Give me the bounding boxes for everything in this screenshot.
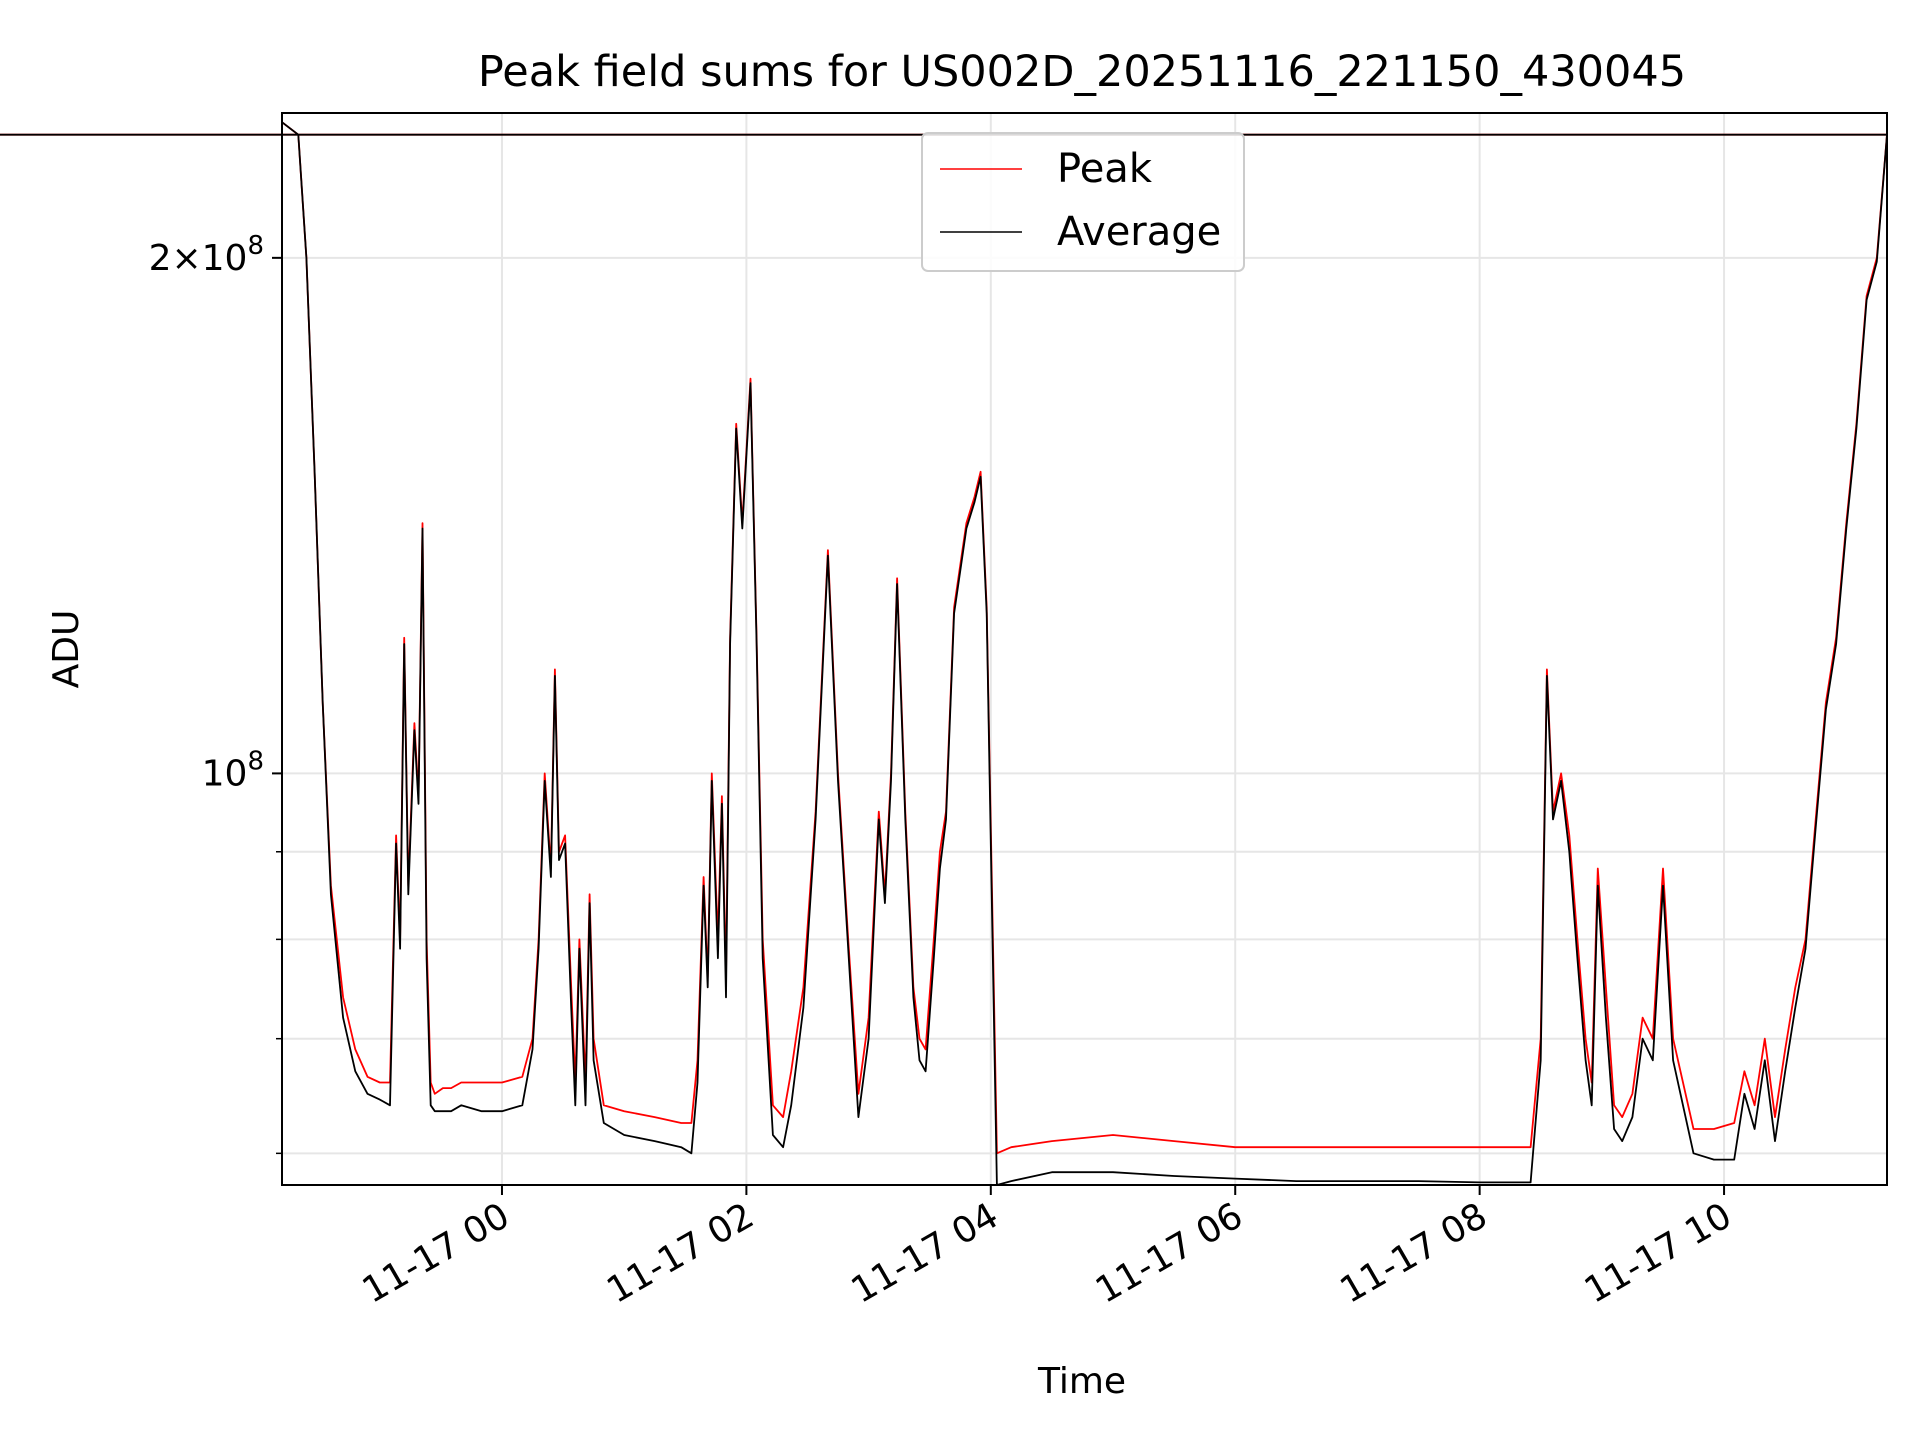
legend-box (921, 132, 1245, 272)
y-tick-label: 108 (202, 746, 264, 794)
legend-label-peak: Peak (1057, 146, 1153, 192)
y-axis-label: ADU (46, 610, 87, 689)
legend: Peak Average (921, 132, 1245, 272)
y-axis: 2×108 108 (149, 231, 282, 1155)
legend-label-average: Average (1057, 209, 1221, 255)
series-line-average (0, 121, 1888, 1186)
y-tick-label: 2×108 (149, 231, 264, 279)
plot-lines (0, 121, 1888, 1186)
x-axis-label: Time (1037, 1361, 1126, 1402)
chart-title: Peak field sums for US002D_20251116_2211… (478, 47, 1686, 97)
plot-frame (281, 112, 1888, 1186)
